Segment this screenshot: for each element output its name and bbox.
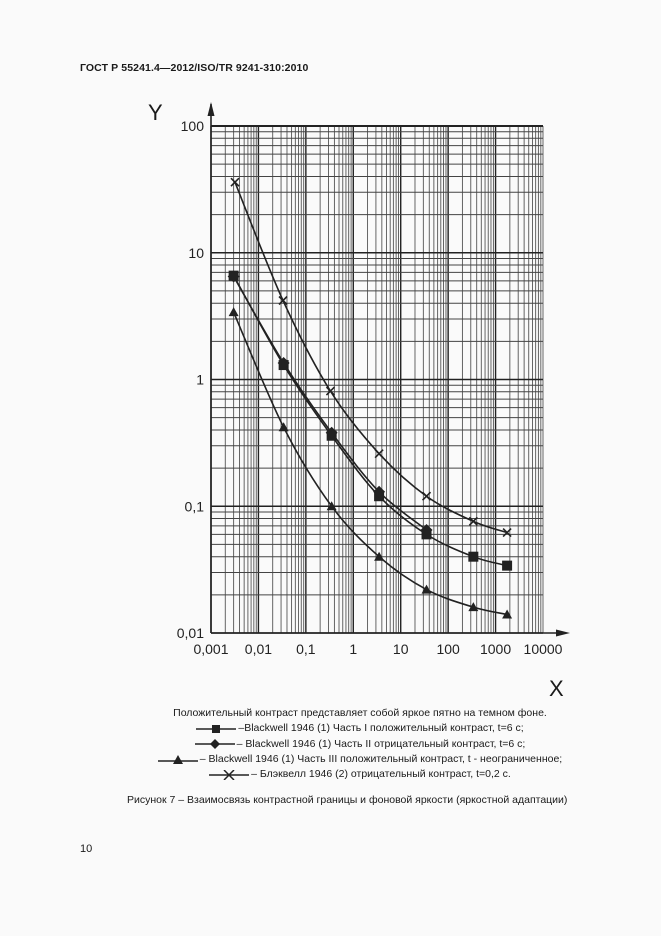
square-marker-icon [468,551,479,562]
diamond-marker-icon [227,270,240,283]
series-line-diamond [232,276,428,531]
chart-axes [207,102,570,637]
diamond-marker-icon [194,739,235,750]
y-tick-label: 1 [196,372,204,388]
diamond-marker-icon [325,426,338,439]
x-tick-label: 10 [393,641,409,657]
triangle-marker-icon [228,307,239,317]
y-tick-label: 0,1 [185,498,205,514]
chart-series [227,177,513,619]
x-tick-label: 0,01 [245,641,272,657]
chart-legend: Положительный контраст представляет собо… [100,706,620,782]
x-tick-label: 100 [436,641,460,657]
y-tick-label: 0,01 [177,625,204,641]
x-tick-label: 1 [349,641,357,657]
legend-item-diamond: – Blackwell 1946 (1) Часть II отрицатель… [100,737,620,752]
y-axis-arrow-icon [207,102,215,116]
x-tick-label: 0,1 [296,641,316,657]
triangle-marker-icon [157,754,198,764]
figure-caption: Рисунок 7 – Взаимосвязь контрастной гран… [127,794,568,806]
triangle-marker-icon [421,584,432,594]
triangle-marker-icon [374,551,385,561]
y-tick-label: 10 [188,245,204,261]
triangle-marker-icon [278,422,289,432]
document-header: ГОСТ Р 55241.4—2012/ISO/TR 9241-310:2010 [80,62,309,74]
square-marker-icon [502,560,513,571]
diamond-marker-icon [373,485,386,498]
square-marker-icon [196,724,237,733]
triangle-marker-icon [468,602,479,612]
legend-item-x: – Блэквелл 1946 (2) отрицательный контра… [100,767,620,782]
triangle-marker-icon [326,501,337,511]
x-axis-label: X [549,676,564,701]
x-marker-icon [209,769,250,780]
x-axis-arrow-icon [556,629,570,637]
x-tick-label: 0,001 [193,641,228,657]
x-tick-label: 10000 [524,641,563,657]
series-line-triangle [232,311,508,616]
legend-intro: Положительный контраст представляет собо… [173,707,547,719]
y-axis-label: Y [148,100,163,125]
triangle-marker-icon [502,609,513,619]
diamond-marker-icon [420,523,433,536]
y-tick-label: 100 [181,118,205,134]
x-tick-label: 1000 [480,641,511,657]
chart-grid [210,125,544,634]
legend-item-triangle: – Blackwell 1946 (1) Часть III положител… [100,752,620,767]
page-number: 10 [80,843,93,855]
diamond-marker-icon [277,356,290,369]
legend-item-square: –Blackwell 1946 (1) Часть I положительны… [100,721,620,736]
series-line-x [234,181,508,534]
